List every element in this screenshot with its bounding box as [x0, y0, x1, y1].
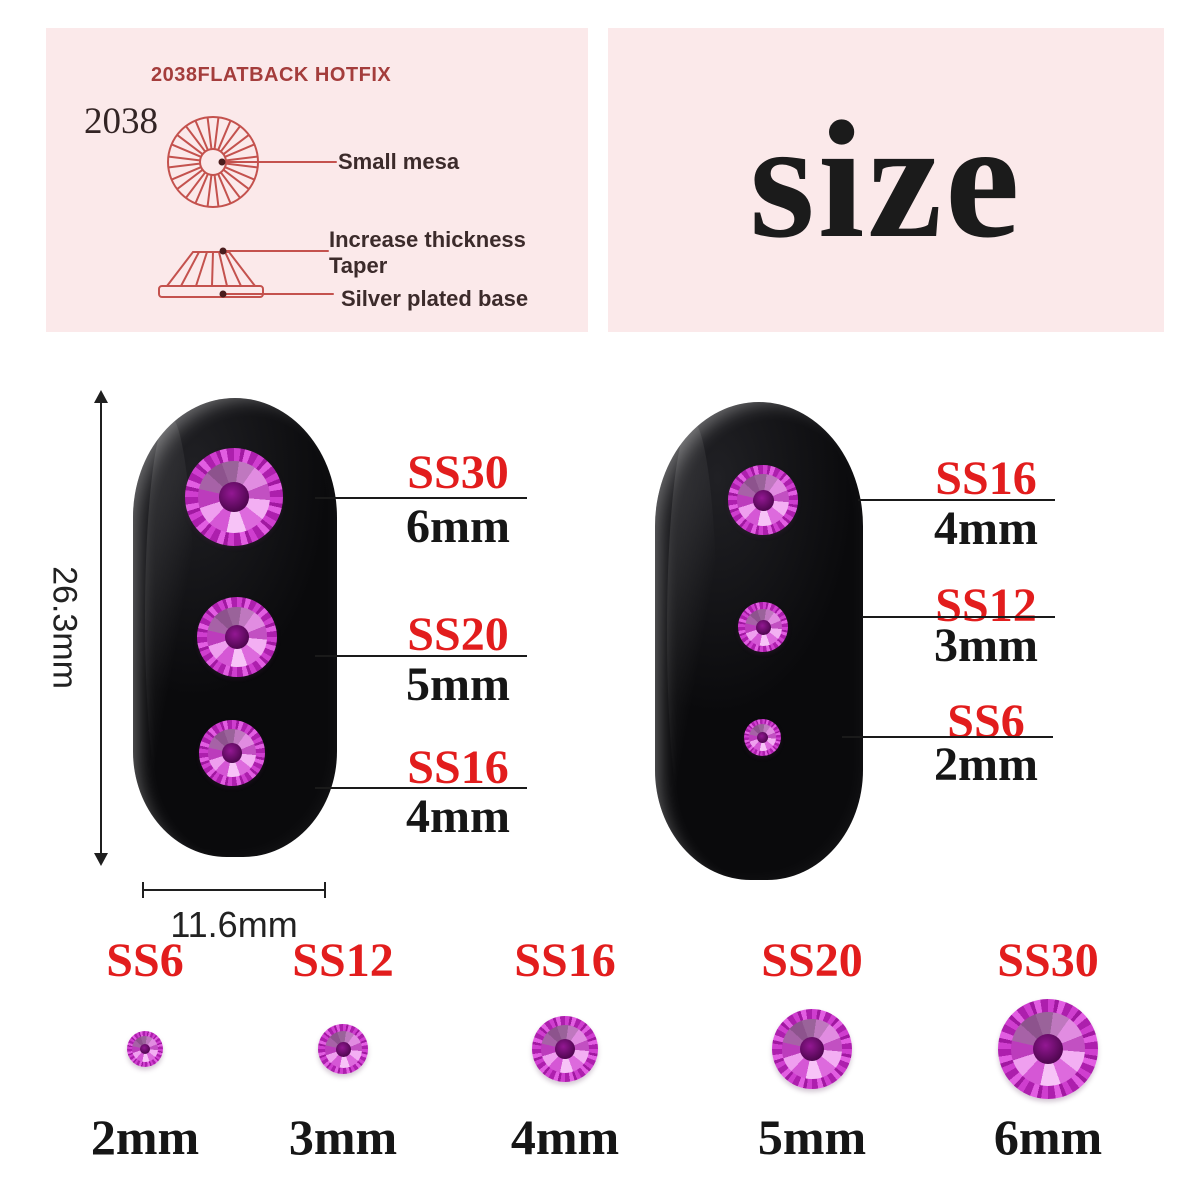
size-mm: 6mm [993, 1109, 1103, 1165]
size-mm: 3mm [288, 1109, 398, 1165]
gem-ss20 [197, 597, 277, 677]
model-number: 2038 [84, 101, 158, 142]
size-row-item: SS30 6mm [962, 934, 1134, 1164]
size-row-item: SS12 3mm [257, 934, 429, 1164]
callout-size: 2mm [934, 738, 1038, 791]
gem-ss6 [744, 719, 781, 756]
callout-size: 4mm [406, 790, 510, 843]
gem-ss16 [532, 1016, 598, 1082]
rhinestone-diagram-icon [158, 116, 337, 298]
dimension-tick [142, 882, 144, 898]
callout-line [858, 499, 1055, 501]
callout-line [842, 736, 1053, 738]
callout-increase-thickness: Increase thickness [329, 227, 526, 252]
height-dimension-line [100, 393, 102, 863]
callout-size: 6mm [406, 500, 510, 553]
gem-ss12 [738, 602, 788, 652]
size-row-item: SS6 2mm [59, 934, 231, 1164]
size-code: SS12 [292, 934, 394, 987]
width-dimension-line [142, 889, 326, 891]
callout-size: 3mm [934, 619, 1038, 672]
size-banner: size [608, 28, 1164, 332]
callout-line [315, 787, 527, 789]
gem-ss6 [127, 1031, 163, 1067]
callout-size: 5mm [406, 658, 510, 711]
callout-size: 4mm [934, 502, 1038, 555]
gem-ss16 [728, 465, 798, 535]
nail-width-label: 11.6mm [170, 904, 298, 945]
gem-ss30 [998, 999, 1098, 1099]
nail-height-label: 26.3mm [45, 566, 84, 689]
size-code: SS6 [106, 934, 184, 987]
callout-code: SS12 [935, 579, 1037, 632]
callout-line [315, 497, 527, 499]
gem-ss16 [199, 720, 265, 786]
size-mm: 5mm [757, 1109, 867, 1165]
dimension-tick [324, 882, 326, 898]
callout-code: SS20 [407, 608, 509, 661]
callout-line [862, 616, 1055, 618]
gem-ss12 [318, 1024, 368, 1074]
callout-code: SS16 [935, 452, 1037, 505]
callout-taper: Taper [329, 253, 388, 278]
callout-code: SS30 [407, 446, 509, 499]
size-banner-text: size [749, 87, 1023, 273]
size-row-item: SS16 4mm [479, 934, 651, 1164]
size-row-item: SS20 5mm [726, 934, 898, 1164]
size-mm: 2mm [90, 1109, 200, 1165]
spec-title: 2038FLATBACK HOTFIX [151, 64, 392, 86]
size-mm: 4mm [510, 1109, 620, 1165]
gem-ss20 [772, 1009, 852, 1089]
size-code: SS30 [997, 934, 1099, 987]
gem-ss30 [185, 448, 283, 546]
callout-silver-plated-base: Silver plated base [341, 286, 529, 311]
arrow-up-icon [94, 390, 108, 403]
callout-code: SS16 [407, 741, 509, 794]
size-code: SS16 [514, 934, 616, 987]
size-code: SS20 [761, 934, 863, 987]
callout-small-mesa: Small mesa [338, 149, 460, 174]
arrow-down-icon [94, 853, 108, 866]
spec-box: 2038FLATBACK HOTFIX 2038 Small mesa Incr… [46, 28, 588, 332]
callout-line [315, 655, 527, 657]
